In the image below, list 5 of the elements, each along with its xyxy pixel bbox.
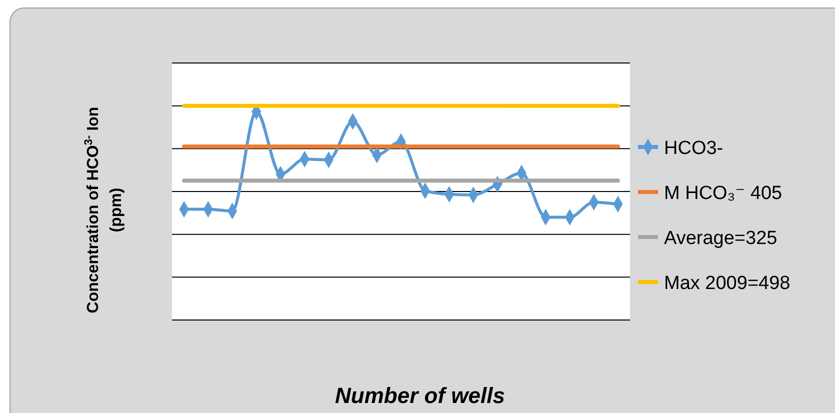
x-axis-title: Number of wells [335, 383, 505, 408]
legend-label: Average=325 [664, 228, 778, 249]
legend-label: M HCO₃⁻ 405 [664, 183, 782, 204]
legend-label: HCO3- [664, 138, 724, 159]
legend-label: Max 2009=498 [664, 273, 790, 294]
